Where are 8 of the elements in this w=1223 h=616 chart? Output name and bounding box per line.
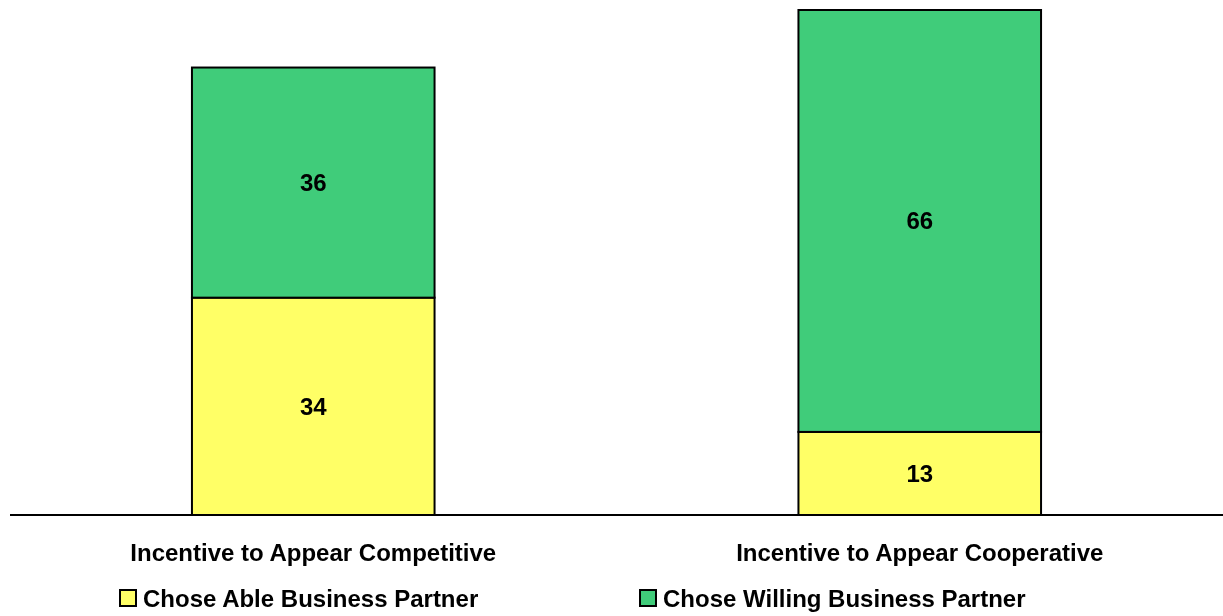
data-label: 13 (906, 459, 934, 487)
data-label: 34 (299, 392, 328, 420)
data-label: 66 (906, 207, 934, 235)
legend-label: Chose Willing Business Partner (663, 584, 1026, 612)
data-label: 36 (299, 169, 327, 197)
x-tick-label: Incentive to Appear Cooperative (736, 538, 1104, 566)
legend-label: Chose Able Business Partner (143, 584, 479, 612)
x-tick-label: Incentive to Appear Competitive (130, 538, 497, 566)
